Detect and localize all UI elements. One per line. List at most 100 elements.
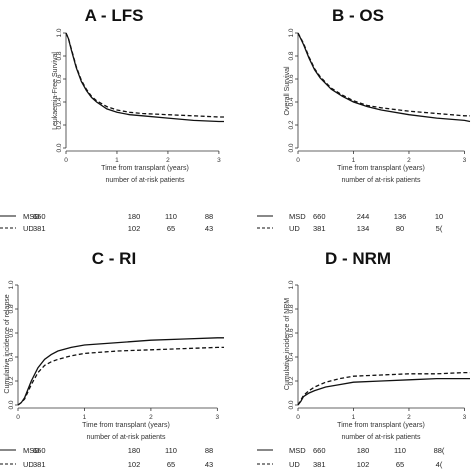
risk-caption: number of at-risk patients xyxy=(106,177,185,184)
y-tick-label: 0.2 xyxy=(288,120,295,129)
x-tick-label: 3 xyxy=(463,414,467,421)
y-axis-label: Cumulative incidence of relapse xyxy=(4,294,11,393)
risk-count: 180 xyxy=(357,446,370,455)
risk-count: 88 xyxy=(205,446,213,455)
panel-title: D - NRM xyxy=(325,249,391,268)
y-tick-label: 0.0 xyxy=(8,400,15,409)
risk-count: 10 xyxy=(435,212,443,221)
risk-group-label: UD xyxy=(289,460,300,469)
risk-count: 102 xyxy=(357,460,370,469)
risk-count: 102 xyxy=(128,224,141,233)
y-tick-label: 0.8 xyxy=(288,304,295,313)
risk-caption: number of at-risk patients xyxy=(87,434,166,441)
plot-area: 0.0 0.2 0.4 0.6 0.8 1.0 0 1 2 3 xyxy=(288,28,471,164)
series-line-ud xyxy=(297,32,470,117)
risk-group-label: UD xyxy=(23,460,34,469)
plot-area: 0.0 0.2 0.4 0.6 0.8 1.0 0 1 2 3 xyxy=(288,280,470,421)
y-tick-label: 1.0 xyxy=(288,28,295,37)
risk-count: 660 xyxy=(313,446,326,455)
x-tick-label: 1 xyxy=(352,157,356,164)
risk-count: 180 xyxy=(128,212,141,221)
x-axis-label: Time from transplant (years) xyxy=(101,165,189,172)
risk-group-label: UD xyxy=(289,224,300,233)
y-tick-label: 0.2 xyxy=(8,376,15,385)
risk-count: 43 xyxy=(205,460,213,469)
y-tick-label: 0.6 xyxy=(288,74,295,83)
risk-count: 660 xyxy=(33,212,46,221)
plot-area: 0.0 0.2 0.4 0.6 0.8 1.0 0 1 2 3 xyxy=(56,28,224,164)
y-axis-label: Overall Survival xyxy=(284,66,291,115)
y-tick-label: 0.6 xyxy=(8,328,15,337)
y-tick-label: 1.0 xyxy=(288,280,295,289)
y-tick-label: 0.4 xyxy=(288,97,295,106)
panel-lfs: A - LFS Leukaemia-Free Survival 0.0 0.2 0.… xyxy=(52,6,224,184)
risk-group-label: MSD xyxy=(289,446,306,455)
risk-count: 43 xyxy=(205,224,213,233)
risk-count: 180 xyxy=(128,446,141,455)
panel-title: B - OS xyxy=(332,6,384,25)
series-line-msd xyxy=(297,32,471,123)
risk-count: 65 xyxy=(167,460,175,469)
risk-group-label: MSD xyxy=(23,212,40,221)
series-line-ud xyxy=(65,32,224,118)
risk-count: 102 xyxy=(128,460,141,469)
series-line-ud xyxy=(17,346,224,406)
y-tick-label: 0.4 xyxy=(8,352,15,361)
risk-group-label: MSD xyxy=(23,446,40,455)
risk-count: 134 xyxy=(357,224,370,233)
x-axis-label: Time from transplant (years) xyxy=(337,165,425,172)
y-tick-label: 0.8 xyxy=(8,304,15,313)
x-tick-label: 1 xyxy=(115,157,119,164)
panel-os: B - OS Overall Survival 0.0 0.2 0.4 0.6 0.8 1… xyxy=(284,6,471,184)
risk-count: 110 xyxy=(165,446,177,455)
y-tick-label: 0.2 xyxy=(56,120,63,129)
x-tick-label: 1 xyxy=(83,414,87,421)
risk-count: 381 xyxy=(313,224,326,233)
risk-caption: number of at-risk patients xyxy=(342,434,421,441)
x-tick-label: 3 xyxy=(463,157,467,164)
plot-area: 0.0 0.2 0.4 0.6 0.8 1.0 0 1 2 3 xyxy=(8,280,224,421)
panel-ri: C - RI Cumulative incidence of relapse 0… xyxy=(4,249,224,441)
y-tick-label: 0.0 xyxy=(288,400,295,409)
x-tick-label: 0 xyxy=(16,414,20,421)
y-axis-label: Leukaemia-Free Survival xyxy=(52,52,59,130)
risk-count: 381 xyxy=(33,460,46,469)
risk-count: 136 xyxy=(394,212,407,221)
x-tick-label: 1 xyxy=(352,414,356,421)
y-tick-label: 0.6 xyxy=(56,74,63,83)
series-line-msd xyxy=(17,337,224,406)
y-tick-label: 0.4 xyxy=(288,352,295,361)
series-line-ud xyxy=(297,371,470,406)
y-axis-label: Cumulative incidence of NRM xyxy=(284,298,291,390)
y-tick-label: 0.8 xyxy=(288,51,295,60)
risk-count: 65 xyxy=(396,460,404,469)
risk-group-label: UD xyxy=(23,224,34,233)
x-tick-label: 2 xyxy=(407,414,411,421)
risk-count: 4( xyxy=(436,460,443,469)
risk-caption: number of at-risk patients xyxy=(342,177,421,184)
risk-count: 5( xyxy=(436,224,443,233)
risk-count: 110 xyxy=(394,446,406,455)
risk-count: 65 xyxy=(167,224,175,233)
y-tick-label: 0.0 xyxy=(56,143,63,152)
risk-count: 381 xyxy=(33,224,46,233)
y-tick-label: 1.0 xyxy=(56,28,63,37)
series-line-msd xyxy=(65,32,224,123)
x-tick-label: 0 xyxy=(296,414,300,421)
y-tick-label: 1.0 xyxy=(8,280,15,289)
risk-count: 660 xyxy=(33,446,46,455)
risk-count: 80 xyxy=(396,224,404,233)
panel-title: C - RI xyxy=(92,249,136,268)
x-tick-label: 2 xyxy=(166,157,170,164)
x-axis-label: Time from transplant (years) xyxy=(82,422,170,429)
x-tick-label: 2 xyxy=(407,157,411,164)
risk-count: 244 xyxy=(357,212,370,221)
x-axis-label: Time from transplant (years) xyxy=(337,422,425,429)
y-tick-label: 0.0 xyxy=(288,143,295,152)
panel-title: A - LFS xyxy=(85,6,144,25)
panel-nrm: D - NRM Cumulative incidence of NRM 0.00… xyxy=(284,249,470,441)
y-tick-label: 0.4 xyxy=(56,97,63,106)
y-tick-label: 0.2 xyxy=(288,376,295,385)
